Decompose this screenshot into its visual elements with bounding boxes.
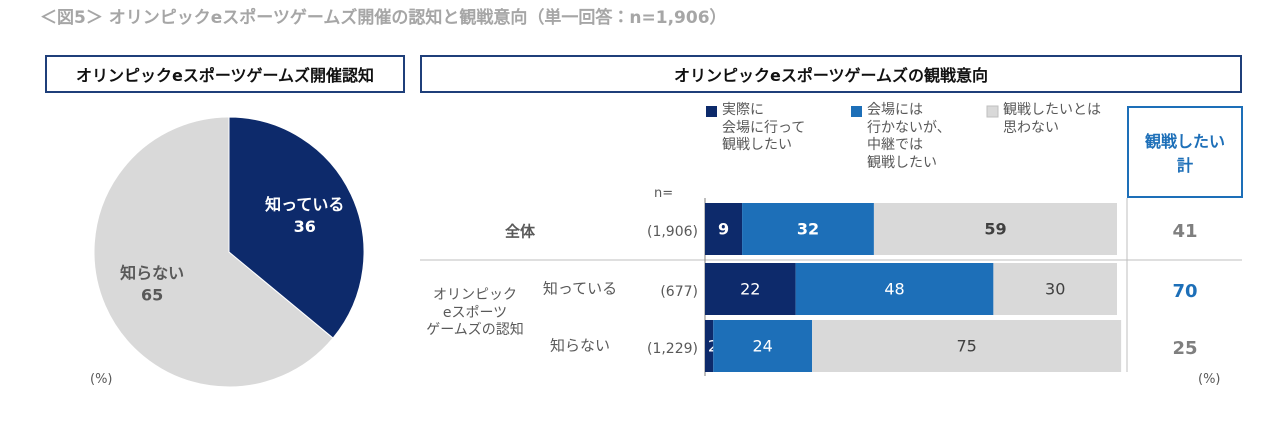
bar-header: オリンピックeスポーツゲームズの観戦意向 <box>420 55 1242 93</box>
slice-value: 36 <box>294 217 316 236</box>
bar-value: 48 <box>884 280 904 299</box>
bar-value: 32 <box>797 220 819 239</box>
bar-segment <box>993 263 1117 315</box>
total-value: 70 <box>1172 281 1197 302</box>
bar-value: 59 <box>984 220 1006 239</box>
legend-label: 実際に 会場に行って 観戦したい <box>722 102 806 153</box>
pie-unit: (%) <box>90 372 113 387</box>
n-label: (1,229) <box>647 341 698 357</box>
bar-segment <box>705 203 743 255</box>
slice-value: 65 <box>141 286 163 305</box>
total-value: 41 <box>1172 221 1197 242</box>
group-label: オリンピック eスポーツ ゲームズの認知 <box>426 287 524 338</box>
bar-segment <box>795 263 994 315</box>
category-label: 全体 <box>505 223 536 241</box>
bar-segment <box>873 203 1117 255</box>
legend-swatch <box>986 105 999 118</box>
bar-value: 2 <box>708 337 718 356</box>
n-header: n= <box>654 186 674 201</box>
bar-segment <box>713 320 813 372</box>
pie-slice <box>228 116 365 339</box>
legend-swatch <box>706 106 717 117</box>
bar-segment <box>705 320 714 372</box>
bar-segment <box>812 320 1122 372</box>
category-label: 知らない <box>550 337 610 355</box>
legend-label: 観戦したいとは 思わない <box>1003 102 1101 136</box>
slice-label: 知らない <box>120 264 184 283</box>
bar-value: 30 <box>1045 280 1065 299</box>
pie-slice <box>93 116 334 388</box>
n-label: (677) <box>660 284 698 300</box>
legend-swatch <box>851 106 862 117</box>
page-title: ＜図5＞ オリンピックeスポーツゲームズ開催の認知と観戦意向（単一回答：n=1,… <box>40 8 727 28</box>
bar-unit: (%) <box>1198 372 1221 387</box>
pie-header: オリンピックeスポーツゲームズ開催認知 <box>45 55 405 93</box>
n-label: (1,906) <box>647 224 698 240</box>
bar-segment <box>742 203 874 255</box>
total-value: 25 <box>1172 338 1197 359</box>
total-header: 観戦したい 計 <box>1127 106 1243 198</box>
bar-value: 24 <box>753 337 773 356</box>
bar-value: 9 <box>718 220 729 239</box>
bar-segment <box>705 263 796 315</box>
bar-value: 22 <box>740 280 760 299</box>
slice-label: 知っている <box>265 195 344 214</box>
legend-label: 会場には 行かないが、 中継では 観戦したい <box>867 102 951 171</box>
category-label: 知っている <box>543 280 617 298</box>
bar-value: 75 <box>956 337 976 356</box>
